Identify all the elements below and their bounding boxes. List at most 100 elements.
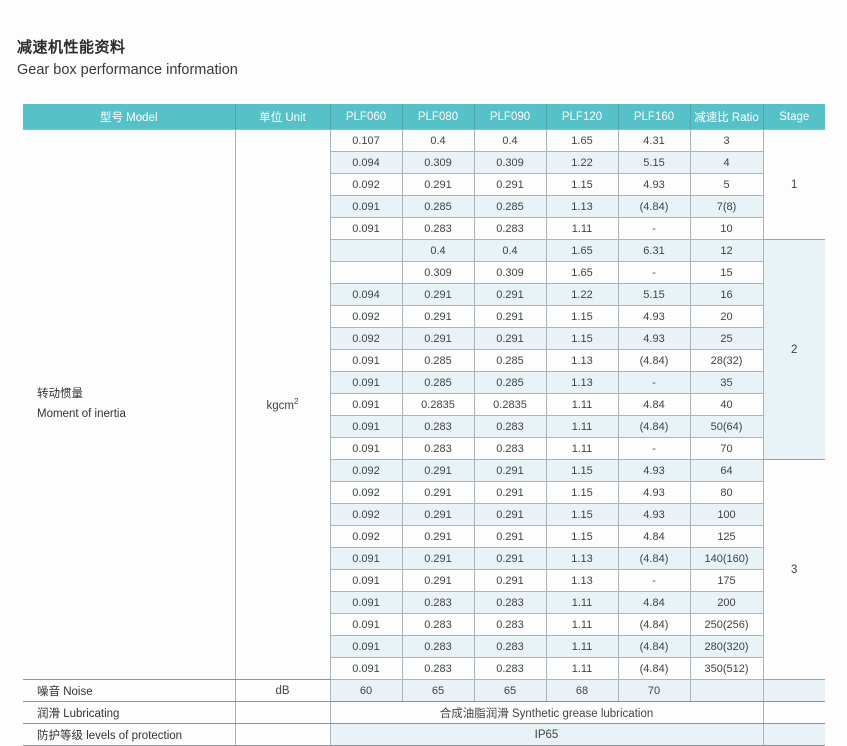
table-cell: 0.285 — [401, 371, 475, 394]
table-cell: 140(160) — [689, 547, 764, 570]
table-cell: 1.13 — [545, 547, 619, 570]
table-row: 0.091 0.283 0.283 1.11-70 — [23, 437, 825, 460]
performance-table: 型号 Model 单位 Unit PLF060 PLF080 PLF090 PLF120 P… — [23, 104, 825, 746]
table-cell: 0.4 — [401, 129, 475, 152]
protection-unit-blank-cell — [235, 723, 331, 746]
table-cell: 1.22 — [545, 151, 619, 174]
table-cell: 1.11 — [545, 437, 619, 460]
table-cell: 0.309 — [401, 151, 475, 174]
table-cell: 70 — [689, 437, 764, 460]
unit-value: kgcm — [266, 399, 295, 412]
table-cell: 0.291 — [401, 547, 475, 570]
table-cell: 5 — [689, 173, 764, 196]
table-cell — [329, 261, 403, 284]
table-row: 0.092 0.291 0.291 1.15 4.93 5 — [23, 173, 825, 196]
table-cell: 0.091 — [329, 217, 403, 240]
lubricating-stage-blank-cell — [762, 701, 825, 724]
table-cell: 0.283 — [473, 437, 547, 460]
lubricating-unit-blank-cell — [235, 701, 331, 724]
table-cell: 0.291 — [401, 283, 475, 306]
table-cell: 0.092 — [329, 305, 403, 328]
table-cell: 4.93 — [617, 305, 691, 328]
inertia-label-zh: 转动惯量 — [37, 387, 83, 400]
table-row: 0.091 0.285 0.285 1.13-35 — [23, 371, 825, 394]
table-cell: 1.15 — [545, 481, 619, 504]
table-cell: 1.22 — [545, 283, 619, 306]
noise-value-cell: 68 — [545, 679, 619, 702]
table-cell: 1.13 — [545, 349, 619, 372]
table-cell: 4.84 — [617, 525, 691, 548]
table-cell: 12 — [689, 239, 764, 262]
table-cell: 0.291 — [473, 327, 547, 350]
table-cell: 0.291 — [473, 525, 547, 548]
noise-label: 噪音 Noise — [23, 679, 236, 702]
table-cell: 4 — [689, 151, 764, 174]
table-row: 0.092 0.291 0.291 1.15 4.93 25 — [23, 327, 825, 350]
table-cell: 0.091 — [329, 371, 403, 394]
noise-value-cell: 65 — [473, 679, 547, 702]
table-cell: 0.291 — [401, 503, 475, 526]
table-cell: (4.84) — [617, 415, 691, 438]
table-cell: 0.291 — [473, 503, 547, 526]
table-cell: 0.285 — [401, 349, 475, 372]
table-cell: 10 — [689, 217, 764, 240]
table-cell: 0.283 — [473, 217, 547, 240]
table-cell: 28(32) — [689, 349, 764, 372]
table-cell: 0.107 — [329, 129, 403, 152]
table-cell: 0.091 — [329, 591, 403, 614]
header-row: 型号 Model 单位 Unit PLF060 PLF080 PLF090 PLF120 P… — [23, 104, 825, 130]
table-cell: 0.309 — [473, 151, 547, 174]
table-row: 0.091 0.2835 0.2835 1.11 4.84 40 — [23, 393, 825, 416]
column-header: PLF060 — [329, 104, 402, 130]
noise-unit: dB — [235, 679, 331, 702]
table-cell: 0.285 — [473, 195, 547, 218]
table-cell: 5.15 — [617, 151, 691, 174]
table-cell: 1.11 — [545, 613, 619, 636]
table-cell: 50(64) — [689, 415, 764, 438]
unit-merged-cell: kgcm2 — [235, 129, 331, 680]
table-cell: 1.11 — [545, 393, 619, 416]
table-row: 转动惯量 Moment of inertia kgcm2 0.107 0.4 0.4 1.6… — [23, 129, 825, 680]
table-cell: 1.15 — [545, 503, 619, 526]
table-row: 0.091 0.291 0.291 1.13-175 — [23, 569, 825, 592]
table-row: 0.092 0.291 0.291 1.15 4.93 20 — [23, 305, 825, 328]
table-cell: 0.094 — [329, 151, 403, 174]
table-cell: 0.291 — [401, 481, 475, 504]
table-cell: 0.285 — [473, 349, 547, 372]
table-cell: 175 — [689, 569, 764, 592]
table-cell: 16 — [689, 283, 764, 306]
table-cell: 6.31 — [617, 239, 691, 262]
table-cell: 0.291 — [401, 569, 475, 592]
table-cell: 1.11 — [545, 217, 619, 240]
table-cell: 0.283 — [401, 415, 475, 438]
table-row: 0.091 0.283 0.283 1.11 (4.84) 250(256) — [23, 613, 825, 636]
page-title-en: Gear box performance information — [17, 62, 238, 78]
model-merged-cell: 转动惯量 Moment of inertia — [23, 129, 236, 680]
table-cell: 4.93 — [617, 327, 691, 350]
table-cell: (4.84) — [617, 613, 691, 636]
noise-stage-blank-cell — [762, 679, 825, 702]
page-title-zh: 减速机性能资料 — [17, 39, 126, 56]
column-header: PLF080 — [401, 104, 474, 130]
table-cell: (4.84) — [617, 635, 691, 658]
lubricating-row: 润滑 Lubricating 合成油脂润滑 Synthetic grease lu… — [23, 701, 825, 724]
table-cell: 0.283 — [473, 415, 547, 438]
table-cell: 7(8) — [689, 195, 764, 218]
table-cell: (4.84) — [617, 349, 691, 372]
table-row: 0.094 0.309 0.309 1.22 5.15 4 — [23, 151, 825, 174]
noise-value-cell: 70 — [617, 679, 691, 702]
table-cell: 0.291 — [473, 305, 547, 328]
table-cell: 0.091 — [329, 437, 403, 460]
table-cell: (4.84) — [617, 547, 691, 570]
table-cell — [329, 239, 403, 262]
table-row: 0.091 0.285 0.285 1.13 (4.84) 28(32) — [23, 349, 825, 372]
table-cell: 0.091 — [329, 569, 403, 592]
table-cell: 0.091 — [329, 613, 403, 636]
table-cell: 350(512) — [689, 657, 764, 680]
table-cell: - — [617, 217, 691, 240]
table-row: 0.092 0.291 0.291 1.15 4.93 80 — [23, 481, 825, 504]
table-cell: 0.291 — [473, 569, 547, 592]
column-header: PLF120 — [545, 104, 618, 130]
table-cell: 3 — [689, 129, 764, 152]
table-cell: 0.283 — [473, 657, 547, 680]
